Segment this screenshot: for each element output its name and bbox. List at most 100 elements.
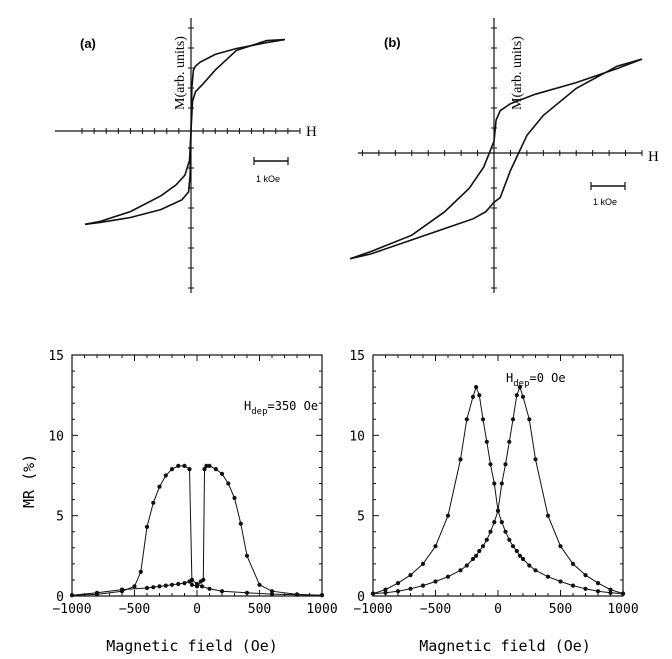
mr-point-left-2 [151, 500, 156, 505]
x-tick-label-right: −500 [420, 602, 451, 617]
hysteresis-branch-b-2 [349, 58, 643, 260]
mr-point-right-2 [488, 529, 493, 534]
mr-point-right-1 [503, 529, 508, 534]
mr-point-right-2 [370, 591, 376, 596]
mr-point-right-2 [583, 573, 588, 578]
y-tick-label-left: 5 [56, 510, 64, 525]
mr-point-left-2 [269, 589, 275, 594]
mr-point-right-2 [620, 591, 626, 596]
mr-point-left-1 [207, 586, 212, 591]
mr-point-right-1 [492, 481, 497, 486]
mr-point-right-2 [503, 462, 508, 467]
mr-point-left-1 [269, 592, 275, 597]
mr-point-right-1 [458, 457, 463, 462]
hysteresis-panel-b: (b) M(arb. units) H 1 kOe [349, 18, 659, 293]
mr-point-right-1 [470, 394, 476, 399]
mr-point-right-2 [510, 417, 516, 422]
mr-point-left-2 [219, 471, 225, 476]
mr-point-right-1 [474, 385, 479, 390]
mr-point-right-2 [383, 590, 388, 595]
mr-point-left-2 [244, 553, 250, 558]
mr-point-right-1 [420, 561, 426, 567]
mr-point-right-2 [595, 581, 601, 586]
mr-point-right-2 [408, 586, 413, 591]
mr-point-right-2 [484, 537, 489, 542]
mr-point-right-2 [480, 544, 486, 549]
mr-point-left-2 [157, 484, 162, 489]
plot-frame-left [71, 354, 323, 597]
mr-point-left-2 [94, 592, 100, 597]
x-tick-label-left: 1000 [306, 602, 337, 617]
mr-point-right-2 [492, 520, 497, 525]
mr-point-left-2 [238, 521, 243, 526]
x-axis-label-left: Magnetic field (Oe) [106, 637, 278, 655]
mr-point-left-2 [226, 481, 231, 486]
mr-point-right-1 [570, 583, 576, 588]
mr-point-left-1 [199, 584, 205, 589]
mr-point-left-1 [182, 581, 187, 586]
mr-point-left-1 [244, 590, 250, 595]
scale-bar-label-b: 1 kOe [593, 197, 617, 207]
mr-point-right-2 [514, 393, 519, 398]
y-tick-label-left: 15 [48, 349, 64, 364]
mr-point-right-2 [464, 563, 469, 568]
mr-panel-right: Magnetic field (Oe) Hdep=0 Oe −1000 −500 0… [349, 349, 638, 655]
mr-point-right-1 [480, 417, 486, 422]
mr-point-left-2 [169, 467, 175, 472]
x-tick-label-right: 1000 [607, 602, 638, 617]
mr-point-right-1 [484, 439, 489, 444]
mr-point-right-1 [507, 537, 512, 542]
mr-point-right-2 [445, 574, 451, 579]
x-axis-label-a: H [306, 124, 317, 140]
mr-point-right-1 [558, 579, 563, 584]
mr-point-right-1 [527, 563, 532, 568]
hysteresis-panel-a: (a) M(arb. units) H 1 kOe [55, 18, 317, 293]
mr-point-right-1 [520, 556, 526, 562]
mr-point-right-2 [608, 587, 613, 592]
panel-label-a: (a) [80, 36, 96, 51]
x-tick-label-left: 0 [193, 602, 201, 617]
mr-point-left-1 [219, 589, 225, 594]
mr-point-right-2 [507, 439, 512, 444]
mr-point-right-1 [595, 589, 601, 594]
panel-label-b: (b) [384, 35, 401, 50]
mr-point-right-1 [608, 590, 613, 595]
y-tick-label-left: 10 [48, 429, 64, 444]
mr-point-right-1 [408, 573, 413, 578]
y-axis-label-b: M(arb. units) [510, 36, 525, 110]
y-tick-label-right: 0 [357, 590, 365, 605]
mr-point-left-2 [163, 473, 168, 478]
mr-point-left-2 [176, 463, 181, 468]
mr-point-right-1 [514, 548, 519, 554]
mr-point-right-2 [520, 394, 526, 399]
scale-bar-label-a: 1 kOe [256, 174, 280, 184]
plot-frame-right [372, 354, 624, 597]
mr-point-right-2 [477, 548, 482, 554]
mr-point-left-2 [202, 467, 207, 472]
y-axis-label-mr: MR (%) [20, 454, 38, 508]
x-tick-label-right: 500 [549, 602, 572, 617]
mr-point-right-1 [583, 586, 588, 591]
y-axis-label-a: M(arb. units) [173, 36, 188, 110]
mr-line-left-2 [71, 465, 323, 596]
x-tick-label-right: 0 [494, 602, 502, 617]
y-tick-label-right: 10 [349, 429, 365, 444]
y-tick-label-left: 0 [56, 590, 64, 605]
annotation-hdep-right: Hdep=0 Oe [506, 371, 566, 389]
annotation-hdep-left: Hdep=350 Oe [244, 399, 318, 417]
mr-point-right-1 [545, 574, 551, 579]
mr-point-left-2 [119, 589, 125, 594]
mr-point-left-2 [132, 584, 137, 589]
mr-line-right-2 [372, 385, 624, 595]
mr-point-left-2 [194, 584, 200, 589]
mr-point-right-2 [517, 385, 523, 390]
mr-point-right-1 [488, 462, 493, 467]
mr-point-left-1 [176, 581, 181, 587]
mr-point-left-2 [189, 582, 195, 587]
mr-point-right-1 [464, 417, 469, 422]
hysteresis-branch-a-2 [84, 38, 285, 226]
x-tick-label-left: 500 [248, 602, 271, 617]
mr-point-right-2 [395, 589, 401, 594]
mr-point-right-1 [517, 553, 523, 558]
